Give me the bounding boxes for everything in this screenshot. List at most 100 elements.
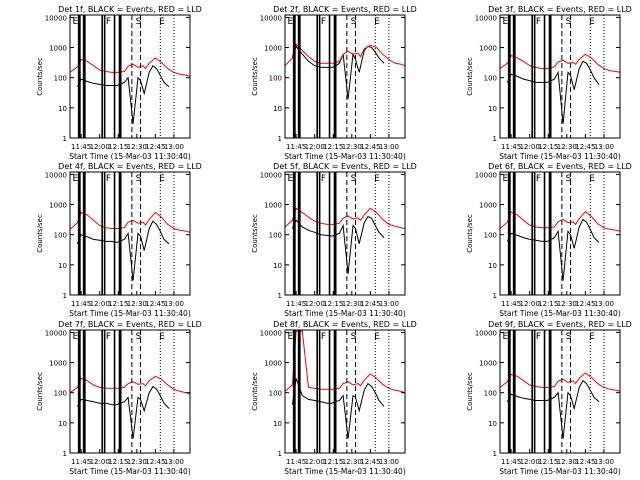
interval-flag-label: S	[136, 332, 142, 342]
y-tick-label: 1000	[49, 360, 67, 368]
y-tick-label: 100	[54, 232, 67, 240]
y-tick-label: 10	[58, 262, 67, 270]
x-tick-label: 11:45	[286, 300, 306, 308]
x-tick-label: 12:00	[90, 143, 110, 151]
y-tick-label: 10	[273, 420, 282, 428]
lld-series-line	[499, 53, 621, 73]
x-tick-label: 12:15	[538, 143, 558, 151]
y-tick-label: 1	[493, 450, 497, 458]
x-tick-label: 13:00	[164, 143, 184, 151]
interval-flag-label: E	[589, 332, 595, 342]
x-tick-label: 12:45	[575, 143, 595, 151]
y-tick-label: 1000	[264, 45, 282, 53]
lld-series-line	[69, 211, 191, 233]
x-tick-label: 12:00	[305, 458, 325, 466]
y-tick-label: 10000	[260, 14, 282, 22]
plot-frame	[284, 14, 406, 139]
y-tick-label: 100	[484, 75, 497, 83]
x-tick-label: 12:45	[575, 300, 595, 308]
x-tick-label: 12:15	[323, 458, 343, 466]
events-series-line	[506, 60, 600, 124]
y-axis-label: Counts/sec	[466, 214, 474, 253]
panel-title: Det 9f, BLACK = Events, RED = LLD	[488, 320, 632, 329]
x-tick-label: 11:45	[71, 300, 91, 308]
x-tick-label: 12:00	[520, 300, 540, 308]
interval-flag-label: F	[536, 332, 541, 342]
detector-panel-9: Det 9f, BLACK = Events, RED = LLD E F S E 1 10…	[466, 320, 632, 476]
y-tick-label: 10000	[45, 329, 67, 337]
interval-flag-label: E	[72, 332, 78, 342]
x-tick-label: 12:30	[557, 300, 577, 308]
x-axis-label: Start Time (15-Mar-03 11:30:40)	[69, 467, 191, 476]
x-tick-label: 12:30	[127, 458, 147, 466]
x-tick-label: 12:15	[538, 300, 558, 308]
y-tick-label: 100	[484, 390, 497, 398]
x-tick-label: 12:30	[342, 300, 362, 308]
y-tick-label: 10	[488, 105, 497, 113]
x-tick-label: 12:30	[557, 458, 577, 466]
interval-flag-label: S	[566, 332, 572, 342]
y-tick-label: 10000	[475, 14, 497, 22]
x-tick-label: 13:00	[379, 143, 399, 151]
interval-flag-label: E	[589, 174, 595, 184]
x-tick-label: 11:45	[286, 143, 306, 151]
x-tick-label: 12:15	[108, 300, 128, 308]
x-tick-label: 11:45	[501, 143, 521, 151]
x-tick-label: 11:45	[71, 143, 91, 151]
x-tick-label: 12:45	[145, 300, 165, 308]
y-tick-label: 100	[54, 75, 67, 83]
detector-panel-5: Det 5f, BLACK = Events, RED = LLD E F S E 1 10…	[251, 162, 417, 318]
panel-title: Det 4f, BLACK = Events, RED = LLD	[58, 162, 202, 171]
interval-flag-label: E	[159, 17, 165, 27]
interval-flag-label: E	[374, 174, 380, 184]
interval-flag-label: S	[566, 174, 572, 184]
y-axis-label: Counts/sec	[36, 214, 44, 253]
y-axis-label: Counts/sec	[466, 372, 474, 411]
interval-flag-label: E	[374, 332, 380, 342]
y-tick-label: 10	[58, 105, 67, 113]
x-tick-label: 13:00	[164, 458, 184, 466]
plot-frame	[499, 171, 621, 296]
y-tick-label: 10	[488, 420, 497, 428]
plot-frame	[69, 14, 191, 139]
x-axis-label: Start Time (15-Mar-03 11:30:40)	[69, 152, 191, 161]
y-tick-label: 1000	[264, 202, 282, 210]
y-tick-label: 1000	[264, 360, 282, 368]
interval-flag-label: E	[287, 174, 293, 184]
x-tick-label: 13:00	[594, 143, 614, 151]
panel-title: Det 5f, BLACK = Events, RED = LLD	[273, 162, 417, 171]
x-tick-label: 12:30	[557, 143, 577, 151]
detector-panel-6: Det 6f, BLACK = Events, RED = LLD E F S E 1 10…	[466, 162, 632, 318]
interval-flag-label: S	[351, 332, 357, 342]
interval-flag-label: S	[136, 174, 142, 184]
panel-title: Det 6f, BLACK = Events, RED = LLD	[488, 162, 632, 171]
interval-flag-label: E	[287, 332, 293, 342]
x-tick-label: 13:00	[164, 300, 184, 308]
y-tick-label: 1	[63, 135, 67, 143]
x-tick-label: 13:00	[379, 300, 399, 308]
lld-series-line	[69, 375, 191, 395]
interval-flag-label: S	[351, 17, 357, 27]
detector-panel-4: Det 4f, BLACK = Events, RED = LLD E F S E 1 10…	[36, 162, 202, 318]
x-tick-label: 12:00	[305, 300, 325, 308]
y-tick-label: 10	[273, 105, 282, 113]
x-tick-label: 12:15	[108, 143, 128, 151]
plot-frame	[69, 329, 191, 454]
y-tick-label: 1	[493, 292, 497, 300]
x-tick-label: 12:30	[127, 300, 147, 308]
interval-flag-label: F	[536, 174, 541, 184]
panel-title: Det 1f, BLACK = Events, RED = LLD	[58, 5, 202, 14]
x-tick-label: 12:15	[538, 458, 558, 466]
x-tick-label: 12:30	[127, 143, 147, 151]
lld-series-line	[499, 372, 621, 392]
x-tick-label: 12:30	[342, 143, 362, 151]
lld-series-line	[69, 57, 191, 77]
detector-panel-7: Det 7f, BLACK = Events, RED = LLD E F S E 1 10…	[36, 320, 202, 476]
y-tick-label: 10	[273, 262, 282, 270]
x-tick-label: 11:45	[71, 458, 91, 466]
x-tick-label: 12:45	[360, 143, 380, 151]
y-tick-label: 1	[278, 135, 282, 143]
plot-frame	[499, 329, 621, 454]
x-tick-label: 12:30	[342, 458, 362, 466]
